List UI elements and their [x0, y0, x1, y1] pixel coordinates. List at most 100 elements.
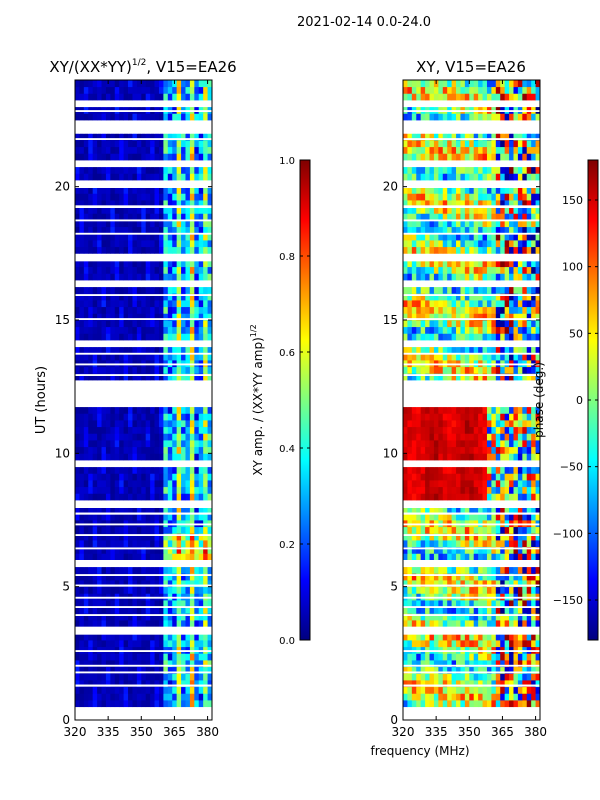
- heatmap-cell: [79, 453, 85, 461]
- heatmap-cell: [163, 200, 169, 208]
- heatmap-cell: [189, 506, 195, 514]
- heatmap-cell: [495, 473, 501, 481]
- heatmap-cell: [464, 600, 470, 608]
- heatmap-cell: [167, 586, 173, 594]
- heatmap-cell: [105, 540, 111, 548]
- heatmap-cell: [123, 666, 129, 674]
- heatmap-cell: [495, 373, 501, 381]
- heatmap-cell: [207, 173, 213, 181]
- heatmap-cell: [407, 513, 413, 521]
- heatmap-cell: [97, 686, 102, 694]
- flagged-band: [75, 716, 212, 719]
- heatmap-cell: [158, 573, 164, 581]
- heatmap-cell: [495, 493, 501, 501]
- heatmap-cell: [101, 546, 107, 554]
- heatmap-cell: [207, 140, 213, 148]
- heatmap-cell: [504, 533, 510, 541]
- heatmap-cell: [145, 653, 151, 661]
- heatmap-cell: [185, 146, 191, 154]
- heatmap-cell: [114, 153, 120, 161]
- heatmap-cell: [504, 333, 510, 341]
- heatmap-cell: [92, 620, 98, 628]
- heatmap-cell: [189, 660, 195, 668]
- heatmap-cell: [447, 426, 453, 434]
- heatmap-cell: [110, 193, 116, 201]
- heatmap-cell: [75, 153, 80, 161]
- heatmap-cell: [420, 606, 426, 614]
- heatmap-cell: [141, 440, 147, 448]
- heatmap-cell: [141, 140, 147, 148]
- heatmap-cell: [105, 293, 111, 301]
- heatmap-cell: [75, 166, 80, 174]
- heatmap-cell: [75, 660, 80, 668]
- heatmap-cell: [181, 260, 186, 268]
- heatmap-cell: [150, 446, 155, 454]
- heatmap-cell: [438, 546, 444, 554]
- heatmap-cell: [403, 346, 408, 354]
- heatmap-cell: [416, 573, 422, 581]
- heatmap-cell: [411, 526, 417, 534]
- heatmap-cell: [447, 513, 453, 521]
- heatmap-cell: [526, 420, 532, 428]
- heatmap-cell: [176, 580, 182, 588]
- heatmap-cell: [88, 446, 94, 454]
- heatmap-cell: [460, 413, 466, 421]
- heatmap-cell: [163, 606, 169, 614]
- heatmap-cell: [194, 440, 200, 448]
- heatmap-cell: [478, 573, 483, 581]
- heatmap-cell: [531, 680, 536, 688]
- heatmap-cell: [83, 680, 89, 688]
- heatmap-cell: [442, 700, 448, 708]
- heatmap-cell: [176, 173, 182, 181]
- heatmap-cell: [416, 326, 422, 334]
- heatmap-cell: [123, 566, 129, 574]
- heatmap-cell: [491, 366, 497, 374]
- heatmap-cell: [482, 473, 488, 481]
- heatmap-cell: [83, 566, 89, 574]
- heatmap-cell: [203, 293, 208, 301]
- heatmap-cell: [207, 586, 213, 594]
- heatmap-cell: [79, 313, 85, 321]
- heatmap-cell: [150, 186, 155, 194]
- heatmap-cell: [509, 606, 514, 614]
- heatmap-cell: [181, 446, 186, 454]
- heatmap-cell: [110, 586, 116, 594]
- heatmap-cell: [110, 446, 116, 454]
- amplitude-heatmap: [75, 80, 213, 721]
- heatmap-cell: [141, 473, 147, 481]
- heatmap-cell: [172, 466, 178, 474]
- heatmap-cell: [128, 540, 133, 548]
- heatmap-cell: [150, 293, 155, 301]
- heatmap-cell: [425, 373, 430, 381]
- heatmap-cell: [150, 566, 155, 574]
- heatmap-cell: [420, 686, 426, 694]
- heatmap-cell: [433, 406, 439, 414]
- heatmap-cell: [460, 633, 466, 641]
- heatmap-cell: [110, 226, 116, 234]
- heatmap-cell: [128, 246, 133, 254]
- heatmap-cell: [416, 513, 422, 521]
- heatmap-cell: [154, 426, 160, 434]
- heatmap-cell: [114, 240, 120, 248]
- heatmap-cell: [473, 366, 479, 374]
- heatmap-cell: [110, 553, 116, 561]
- heatmap-cell: [158, 206, 164, 214]
- heatmap-cell: [105, 666, 111, 674]
- heatmap-cell: [486, 466, 492, 474]
- heatmap-cell: [141, 420, 147, 428]
- heatmap-cell: [83, 220, 89, 228]
- heatmap-cell: [172, 113, 178, 121]
- heatmap-cell: [97, 333, 102, 341]
- heatmap-cell: [83, 213, 89, 221]
- heatmap-cell: [167, 200, 173, 208]
- heatmap-cell: [172, 193, 178, 201]
- heatmap-cell: [451, 480, 457, 488]
- heatmap-cell: [531, 620, 536, 628]
- heatmap-cell: [456, 540, 461, 548]
- heatmap-cell: [158, 373, 164, 381]
- heatmap-cell: [136, 680, 142, 688]
- heatmap-cell: [79, 440, 85, 448]
- heatmap-cell: [438, 540, 444, 548]
- heatmap-cell: [416, 673, 422, 681]
- heatmap-cell: [194, 213, 200, 221]
